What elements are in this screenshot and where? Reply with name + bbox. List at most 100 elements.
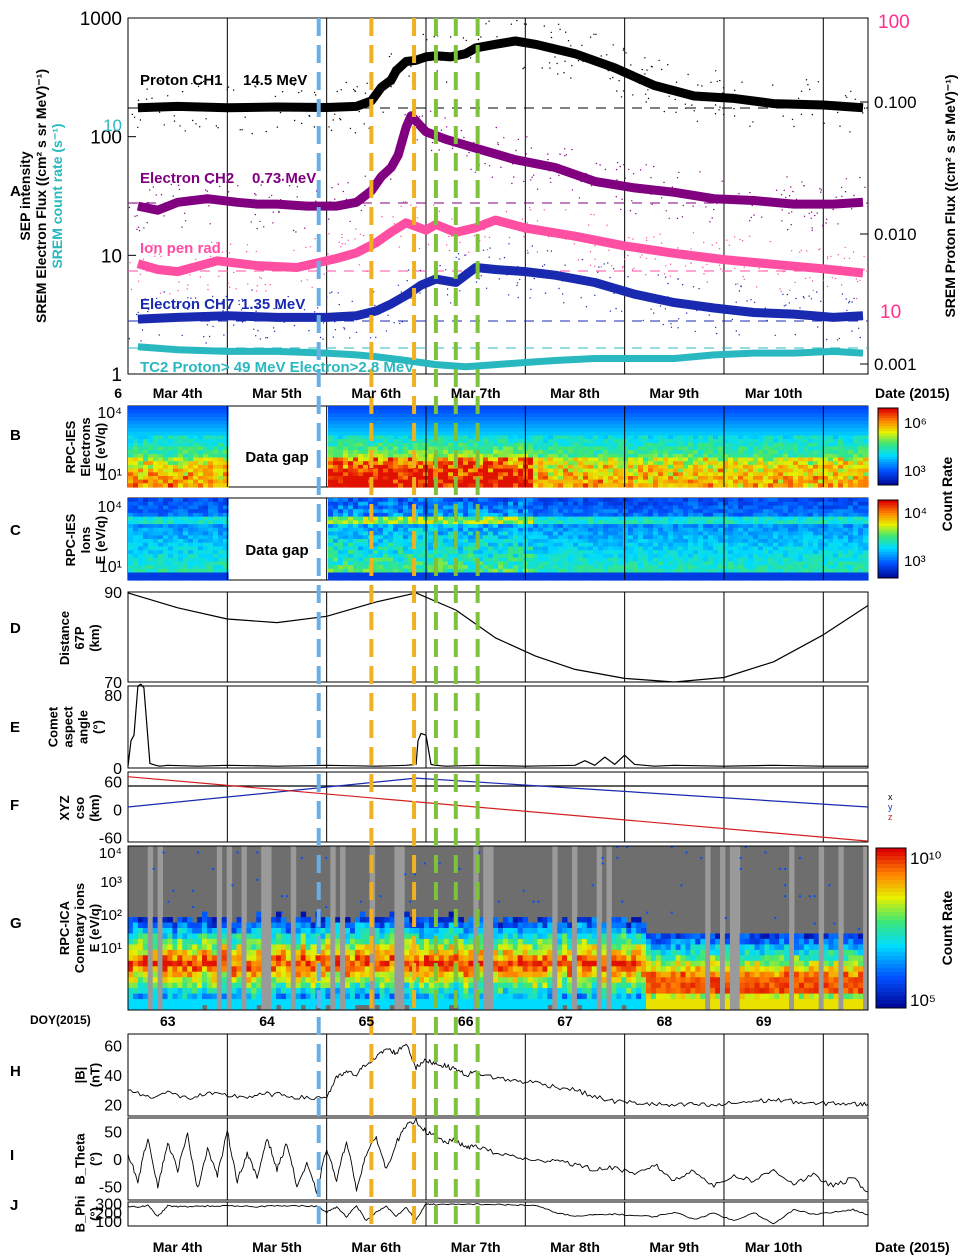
panel-c-cell bbox=[353, 509, 359, 514]
panel-c-cell bbox=[388, 501, 394, 506]
panel-b-cell bbox=[128, 409, 134, 414]
panel-b-cell bbox=[703, 417, 709, 422]
panel-b-cell bbox=[438, 450, 444, 455]
panel-b-cell bbox=[638, 442, 644, 448]
panel-b-cell bbox=[338, 483, 344, 488]
series-dot bbox=[735, 301, 737, 303]
panel-b-cell bbox=[163, 431, 169, 437]
panel-c-cell bbox=[448, 576, 454, 581]
panel-b-cell bbox=[443, 483, 449, 488]
panel-b-cell bbox=[778, 479, 784, 484]
panel-b-cell bbox=[723, 483, 729, 488]
series-dot bbox=[863, 107, 866, 109]
panel-b-cell bbox=[788, 424, 794, 429]
series-dot bbox=[654, 258, 656, 260]
panel-c-cell bbox=[158, 546, 164, 551]
panel-b-cell bbox=[708, 468, 714, 473]
panel-b-cell bbox=[743, 417, 749, 422]
panel-b-cell bbox=[498, 450, 504, 455]
panel-b-cell bbox=[533, 472, 539, 477]
panel-b-cell bbox=[623, 439, 629, 444]
panel-b-cell bbox=[863, 472, 869, 477]
panel-c-cell bbox=[138, 557, 144, 562]
panel-b-cell bbox=[353, 424, 359, 429]
panel-c-cell bbox=[408, 565, 414, 570]
panel-b-cell bbox=[138, 472, 144, 477]
series-dot bbox=[633, 267, 635, 269]
series-dot bbox=[468, 151, 470, 154]
panel-b-cell bbox=[758, 450, 764, 455]
series-dot bbox=[388, 55, 391, 58]
panel-b-cell bbox=[533, 417, 539, 422]
panel-c-cell bbox=[378, 550, 384, 555]
series-dot bbox=[850, 90, 852, 93]
panel-b-cell bbox=[613, 428, 619, 433]
panel-b-cell bbox=[558, 472, 564, 477]
panel-c-cell bbox=[428, 546, 434, 551]
panel-b-cell bbox=[693, 413, 699, 418]
panel-b-cell bbox=[448, 472, 454, 477]
panel-c-cell bbox=[443, 531, 449, 536]
panel-c-cell bbox=[173, 527, 179, 533]
panel-b-cell bbox=[503, 409, 509, 414]
panel-b-cell bbox=[193, 417, 199, 422]
panel-b-cell bbox=[153, 439, 159, 444]
panel-b-cell bbox=[588, 479, 594, 484]
panel-c-cell bbox=[418, 512, 424, 518]
series-dot bbox=[293, 84, 295, 87]
panel-b-cell bbox=[723, 450, 729, 455]
panel-b-cell bbox=[328, 431, 334, 437]
panel-b-cell bbox=[363, 483, 369, 488]
panel-b-cell bbox=[788, 428, 794, 433]
series-dot bbox=[788, 212, 790, 214]
panel-b-cell bbox=[188, 461, 194, 466]
panel-c-cell bbox=[153, 527, 159, 533]
panel-b-cell bbox=[433, 446, 439, 451]
panel-b-cell bbox=[223, 453, 229, 459]
panel-b-cell bbox=[848, 424, 854, 429]
panel-b-cell bbox=[198, 409, 204, 414]
series-dot bbox=[159, 292, 162, 294]
panel-b-cell bbox=[538, 417, 544, 422]
panel-c-cell bbox=[128, 576, 134, 581]
panel-b-cell bbox=[468, 479, 474, 484]
panel-b-cell bbox=[573, 413, 579, 418]
panel-b-cell bbox=[768, 428, 774, 433]
series-dot bbox=[661, 197, 663, 199]
panel-b-cell bbox=[723, 464, 729, 470]
panel-b-cell bbox=[128, 468, 134, 473]
panel-c-cell bbox=[448, 501, 454, 506]
panel-b-cell bbox=[733, 417, 739, 422]
panel-c-cell bbox=[438, 531, 444, 536]
panel-c-cell bbox=[383, 561, 389, 566]
panel-b-cell bbox=[583, 446, 589, 451]
panel-b-cell bbox=[128, 464, 134, 470]
panel-c-cell bbox=[183, 572, 189, 577]
panel-b-cell bbox=[218, 435, 224, 440]
panel-b-cell bbox=[688, 468, 694, 473]
panel-c-cell bbox=[338, 542, 344, 547]
panel-b-cell bbox=[658, 420, 664, 425]
panel-b-cell bbox=[138, 446, 144, 451]
panel-c-cell bbox=[188, 501, 194, 506]
panel-b-cell bbox=[788, 442, 794, 448]
series-dot bbox=[326, 296, 328, 298]
series-dot bbox=[698, 288, 700, 290]
panel-c-cell bbox=[168, 516, 174, 521]
panel-b-cell bbox=[843, 417, 849, 422]
panel-b-cell bbox=[173, 442, 179, 448]
panel-b-cell bbox=[663, 439, 669, 444]
panel-c-cell bbox=[338, 524, 344, 529]
panel-c-cell bbox=[183, 561, 189, 566]
series-dot bbox=[334, 198, 336, 200]
panel-b-cell bbox=[668, 439, 674, 444]
panel-b-cell bbox=[683, 476, 689, 481]
panel-b-cell bbox=[333, 439, 339, 444]
panel-c-cell bbox=[458, 546, 464, 551]
panel-b-cell bbox=[348, 464, 354, 470]
panel-b-cell bbox=[513, 468, 519, 473]
series-dot bbox=[529, 206, 531, 209]
panel-b-cell bbox=[573, 479, 579, 484]
panel-b-cell bbox=[213, 424, 219, 429]
panel-c-cell bbox=[403, 516, 409, 521]
